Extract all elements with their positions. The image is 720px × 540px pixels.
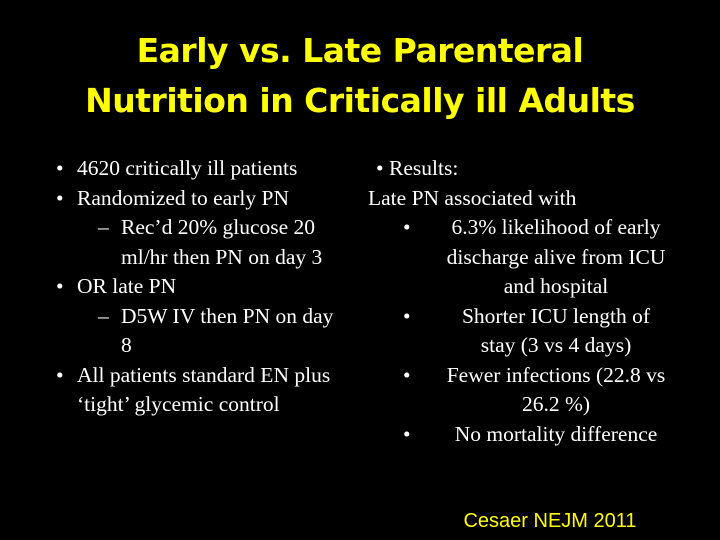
right-column: Results: Late PN associated with 6.3% li…	[368, 154, 688, 449]
result-icu-line-2: stay (3 vs 4 days)	[480, 333, 632, 357]
sub-bullet-late-pn-line-1: D5W IV then PN on day	[121, 303, 334, 328]
bullet-results-header: Results:	[368, 154, 688, 184]
result-item-mortality-text: No mortality difference	[424, 420, 688, 450]
bullet-randomized: Randomized to early PN	[48, 184, 378, 214]
result-discharge-line-1: 6.3% likelihood of early	[451, 215, 661, 239]
sub-bullet-late-pn: – D5W IV then PN on day 8	[48, 302, 378, 361]
result-mortality-line-1: No mortality difference	[454, 421, 658, 446]
result-item-discharge-text: 6.3% likelihood of early discharge alive…	[424, 213, 688, 302]
bullet-randomized-text: Randomized to early PN	[77, 185, 289, 210]
result-discharge-line-3: and hospital	[503, 274, 609, 298]
sub-bullet-early-pn-line-2: ml/hr then PN on day 3	[121, 244, 323, 269]
result-item-icu-stay: Shorter ICU length of stay (3 vs 4 days)	[368, 302, 688, 361]
result-item-icu-stay-text: Shorter ICU length of stay (3 vs 4 days)	[424, 302, 688, 361]
bullet-late-pn-text: OR late PN	[77, 274, 177, 298]
result-infections-line-1: Fewer infections (22.8 vs	[446, 362, 666, 387]
dash-marker: –	[98, 215, 109, 239]
citation: Cesaer NEJM 2011	[463, 510, 637, 532]
bullet-standard-en-line-1: All patients standard EN plus	[77, 362, 331, 387]
sub-bullet-early-pn: – Rec’d 20% glucose 20 ml/hr then PN on …	[48, 213, 378, 272]
sub-bullet-early-pn-line-1: Rec’d 20% glucose 20	[121, 215, 316, 239]
result-discharge-line-2: discharge alive from ICU	[446, 244, 666, 269]
result-item-discharge: 6.3% likelihood of early discharge alive…	[368, 213, 688, 302]
results-header-text: Results:	[389, 156, 459, 180]
result-item-infections: Fewer infections (22.8 vs 26.2 %)	[368, 361, 688, 420]
bullet-late-pn: OR late PN	[48, 272, 378, 302]
sub-bullet-late-pn-line-2: 8	[121, 333, 132, 357]
slide-title-line-1: Early vs. Late Parenteral	[136, 31, 584, 70]
bullet-patients-text: 4620 critically ill patients	[77, 156, 298, 180]
result-item-mortality: No mortality difference	[368, 420, 688, 450]
left-column: 4620 critically ill patients Randomized …	[48, 154, 378, 420]
slide-title: Early vs. Late Parenteral Nutrition in C…	[0, 26, 720, 126]
results-subheader: Late PN associated with	[368, 185, 577, 210]
result-infections-line-2: 26.2 %)	[521, 392, 591, 416]
dash-marker: –	[98, 303, 109, 328]
bullet-standard-en: All patients standard EN plus ‘tight’ gl…	[48, 361, 378, 420]
slide-title-line-2: Nutrition in Critically ill Adults	[85, 81, 635, 120]
bullet-standard-en-line-2: ‘tight’ glycemic control	[77, 392, 280, 416]
result-icu-line-1: Shorter ICU length of	[461, 303, 651, 328]
result-item-infections-text: Fewer infections (22.8 vs 26.2 %)	[424, 361, 688, 420]
bullet-patients: 4620 critically ill patients	[48, 154, 378, 184]
